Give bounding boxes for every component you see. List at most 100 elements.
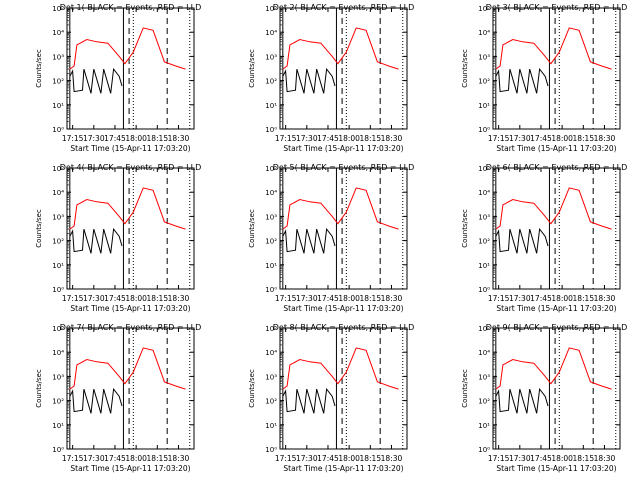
y-tick-label: 10¹ — [265, 422, 277, 430]
y-tick-label: 10¹ — [478, 102, 490, 110]
x-tick-label: 17:45 — [104, 134, 126, 143]
y-tick-label: 10⁵ — [52, 165, 64, 173]
y-axis-label: Counts/sec — [248, 369, 256, 408]
y-tick-label: 10⁵ — [265, 165, 277, 173]
chart-title: Det 2(-BLACK = Events, RED = LLD — [273, 3, 414, 12]
series-line-lld — [495, 27, 612, 70]
x-tick-label: 18:00 — [551, 294, 573, 303]
y-tick-label: 10¹ — [52, 262, 64, 270]
y-tick-label: 10⁰ — [265, 286, 277, 294]
series-line-lld — [282, 187, 399, 230]
y-axis-label: Counts/sec — [461, 369, 469, 408]
x-tick-label: 18:30 — [168, 134, 190, 143]
y-tick-label: 10⁴ — [52, 29, 64, 37]
x-tick-label: 18:15 — [359, 454, 381, 463]
chart-title: Det 4(-BLACK = Events, RED = LLD — [60, 163, 201, 172]
x-tick-label: 17:45 — [104, 454, 126, 463]
series-line-events — [69, 387, 123, 414]
y-tick-label: 10⁴ — [265, 349, 277, 357]
series-line-events — [282, 227, 336, 254]
x-tick-label: 17:45 — [317, 294, 339, 303]
x-tick-label: 18:15 — [146, 134, 168, 143]
x-tick-label: 17:15 — [275, 134, 297, 143]
y-tick-label: 10⁵ — [478, 325, 490, 333]
x-tick-label: 17:15 — [488, 134, 510, 143]
y-tick-label: 10⁰ — [52, 286, 64, 294]
series-line-events — [495, 227, 549, 254]
chart-panel-5: Det 5(-BLACK = Events, RED = LLD 10⁰ 10¹ 10… — [248, 163, 414, 313]
x-axis-label: Start Time (15-Apr-11 17:03:20) — [70, 304, 190, 313]
chart-panel-6: Det 6(-BLACK = Events, RED = LLD 10⁰ 10¹ 10… — [461, 163, 627, 313]
x-tick-label: 17:45 — [317, 134, 339, 143]
y-tick-label: 10⁰ — [478, 446, 490, 454]
y-tick-label: 10³ — [265, 373, 277, 381]
y-axis-label: Counts/sec — [35, 49, 43, 88]
plot-frame — [279, 327, 408, 450]
y-tick-label: 10² — [52, 78, 64, 86]
y-tick-label: 10¹ — [478, 262, 490, 270]
chart-panel-2: Det 2(-BLACK = Events, RED = LLD 10⁰ 10¹ 10… — [248, 3, 414, 153]
y-tick-label: 10³ — [478, 53, 490, 61]
x-tick-label: 17:30 — [83, 454, 105, 463]
x-tick-label: 17:45 — [317, 454, 339, 463]
y-tick-label: 10⁵ — [265, 5, 277, 13]
y-tick-label: 10⁵ — [478, 165, 490, 173]
y-axis-label: Counts/sec — [461, 49, 469, 88]
x-tick-label: 18:00 — [125, 454, 147, 463]
series-line-lld — [495, 187, 612, 230]
y-tick-label: 10⁴ — [478, 29, 490, 37]
x-tick-label: 18:15 — [572, 454, 594, 463]
y-tick-label: 10² — [478, 398, 490, 406]
x-tick-label: 18:00 — [551, 134, 573, 143]
plot-frame — [66, 167, 195, 290]
chart-title: Det 5(-BLACK = Events, RED = LLD — [273, 163, 414, 172]
series-line-events — [282, 387, 336, 414]
series-line-events — [69, 67, 123, 94]
chart-panel-9: Det 9(-BLACK = Events, RED = LLD 10⁰ 10¹ 10… — [461, 323, 627, 473]
y-tick-label: 10⁴ — [478, 349, 490, 357]
chart-panel-3: Det 3(-BLACK = Events, RED = LLD 10⁰ 10¹ 10… — [461, 3, 627, 153]
x-tick-label: 17:45 — [530, 294, 552, 303]
x-tick-label: 17:30 — [296, 134, 318, 143]
x-tick-label: 18:15 — [359, 294, 381, 303]
x-tick-label: 18:30 — [381, 294, 403, 303]
x-tick-label: 18:30 — [381, 454, 403, 463]
series-line-lld — [69, 27, 186, 70]
x-tick-label: 18:30 — [168, 454, 190, 463]
x-tick-label: 17:15 — [275, 454, 297, 463]
x-tick-label: 17:15 — [488, 294, 510, 303]
chart-title: Det 1(-BLACK = Events, RED = LLD — [60, 3, 201, 12]
plot-frame — [66, 7, 195, 130]
x-axis-label: Start Time (15-Apr-11 17:03:20) — [496, 304, 616, 313]
x-tick-label: 17:15 — [488, 454, 510, 463]
y-tick-label: 10² — [265, 238, 277, 246]
y-tick-label: 10³ — [52, 213, 64, 221]
y-tick-label: 10⁰ — [52, 126, 64, 134]
chart-title: Det 7(-BLACK = Events, RED = LLD — [60, 323, 201, 332]
y-axis-label: Counts/sec — [461, 209, 469, 248]
x-tick-label: 17:45 — [104, 294, 126, 303]
y-tick-label: 10⁰ — [52, 446, 64, 454]
series-line-lld — [69, 187, 186, 230]
chart-panel-4: Det 4(-BLACK = Events, RED = LLD 10⁰ 10¹ 10… — [35, 163, 201, 313]
chart-title: Det 9(-BLACK = Events, RED = LLD — [486, 323, 627, 332]
series-line-lld — [282, 27, 399, 70]
x-tick-label: 18:00 — [338, 294, 360, 303]
y-axis-label: Counts/sec — [35, 369, 43, 408]
x-axis-label: Start Time (15-Apr-11 17:03:20) — [283, 304, 403, 313]
y-tick-label: 10² — [265, 78, 277, 86]
x-tick-label: 18:15 — [572, 294, 594, 303]
y-axis-label: Counts/sec — [248, 49, 256, 88]
y-axis-label: Counts/sec — [248, 209, 256, 248]
plot-frame — [492, 7, 621, 130]
x-tick-label: 17:30 — [509, 134, 531, 143]
x-axis-label: Start Time (15-Apr-11 17:03:20) — [496, 144, 616, 153]
y-tick-label: 10⁵ — [265, 325, 277, 333]
x-tick-label: 18:15 — [572, 134, 594, 143]
series-line-events — [495, 67, 549, 94]
y-tick-label: 10³ — [265, 53, 277, 61]
plot-frame — [279, 7, 408, 130]
plot-frame — [492, 327, 621, 450]
y-tick-label: 10⁰ — [478, 286, 490, 294]
chart-panel-8: Det 8(-BLACK = Events, RED = LLD 10⁰ 10¹ 10… — [248, 323, 414, 473]
